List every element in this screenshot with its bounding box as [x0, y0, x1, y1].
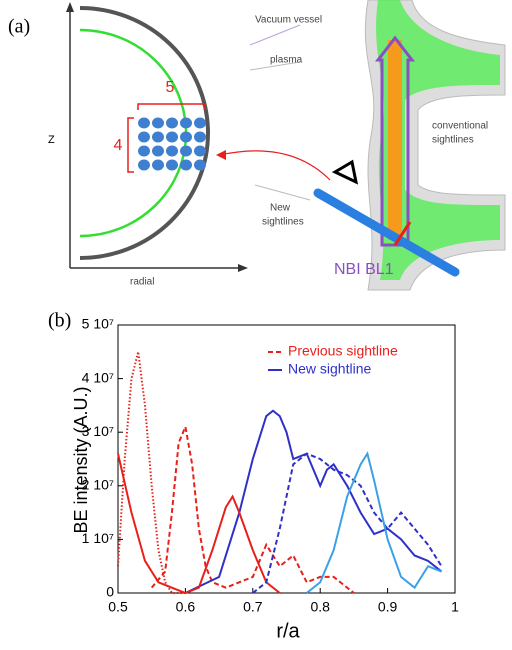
sightline-dot [152, 159, 164, 171]
arrow-head [238, 264, 248, 272]
x-tick-label: 0.7 [243, 599, 263, 615]
series-line [150, 423, 355, 594]
nbi-beam [374, 35, 416, 247]
label: NBI BL1 [334, 261, 394, 278]
x-tick-label: 0.6 [176, 599, 196, 615]
sightline-dot [166, 145, 178, 157]
label: conventional [432, 121, 488, 132]
leader [249, 61, 301, 71]
series-line [117, 351, 186, 594]
sightline-grid [138, 117, 206, 171]
legend-label: Previous sightline [288, 343, 398, 359]
y-tick-label: 0 [106, 584, 114, 600]
sightline-dot [194, 117, 206, 129]
conventional-sightline [388, 40, 402, 240]
sightline-dot [152, 131, 164, 143]
y-tick-label: 4 10⁷ [82, 369, 114, 385]
series-line [117, 453, 281, 595]
sightline-dot [166, 159, 178, 171]
sightline-dot [194, 159, 206, 171]
sightline-dot [138, 159, 150, 171]
sightline-dot [166, 117, 178, 129]
count-label: 5 [166, 79, 175, 96]
sightline-dot [180, 131, 192, 143]
sightline-dot [194, 131, 206, 143]
axis-label: radial [130, 277, 154, 288]
y-tick-label: 3 10⁷ [82, 423, 114, 439]
panel-label: (a) [8, 16, 30, 38]
label: sightlines [432, 135, 474, 146]
series-line [306, 451, 442, 594]
sightline-dot [138, 145, 150, 157]
sightline-dot [138, 117, 150, 129]
sightline-dot [180, 145, 192, 157]
label: plasma [270, 55, 303, 66]
plot-frame [117, 324, 456, 594]
new-sightline-beam [313, 188, 460, 277]
count-label: 4 [114, 137, 123, 154]
label: Vacuum vessel [255, 15, 322, 26]
sightline-dot [166, 131, 178, 143]
vessel-arc [79, 6, 210, 260]
panel-b: (b) BE intensity (A.U.) r/a 0 1 10⁷ 2 10⁷ 3… [48, 310, 459, 643]
x-axis-label: r/a [276, 620, 300, 642]
series-line [184, 409, 443, 594]
panel-a: (a) Z radial 5 4 Vacuum vessel plasma co… [8, 0, 506, 291]
eye-icon [331, 159, 359, 185]
label: New [270, 203, 291, 214]
bracket [137, 103, 206, 110]
y-tick-label: 1 10⁷ [82, 530, 114, 546]
y-axis-label: BE intensity (A.U.) [71, 386, 91, 533]
intersection [393, 221, 412, 246]
bracket [127, 117, 134, 173]
leader [249, 24, 301, 46]
axis-label: Z [48, 134, 55, 146]
sightline-dot [152, 145, 164, 157]
sightline-dot [138, 131, 150, 143]
sightline-dot [194, 145, 206, 157]
sightline-dot [180, 159, 192, 171]
x-tick-label: 0.5 [108, 599, 128, 615]
arrow [219, 150, 331, 181]
label: sightlines [262, 217, 304, 228]
arrow-head [66, 2, 74, 12]
x-tick-label: 0.9 [378, 599, 398, 615]
arrow-head [216, 150, 226, 160]
x-tick-label: 1 [451, 599, 459, 615]
sightline-dot [180, 117, 192, 129]
series-line [252, 452, 443, 594]
legend-label: New sightline [288, 361, 371, 377]
x-tick-label: 0.8 [310, 599, 330, 615]
leader [254, 184, 311, 201]
sightline-dot [152, 117, 164, 129]
y-tick-label: 5 10⁷ [82, 316, 114, 332]
y-tick-label: 2 10⁷ [82, 477, 114, 493]
panel-label: (b) [48, 310, 71, 332]
